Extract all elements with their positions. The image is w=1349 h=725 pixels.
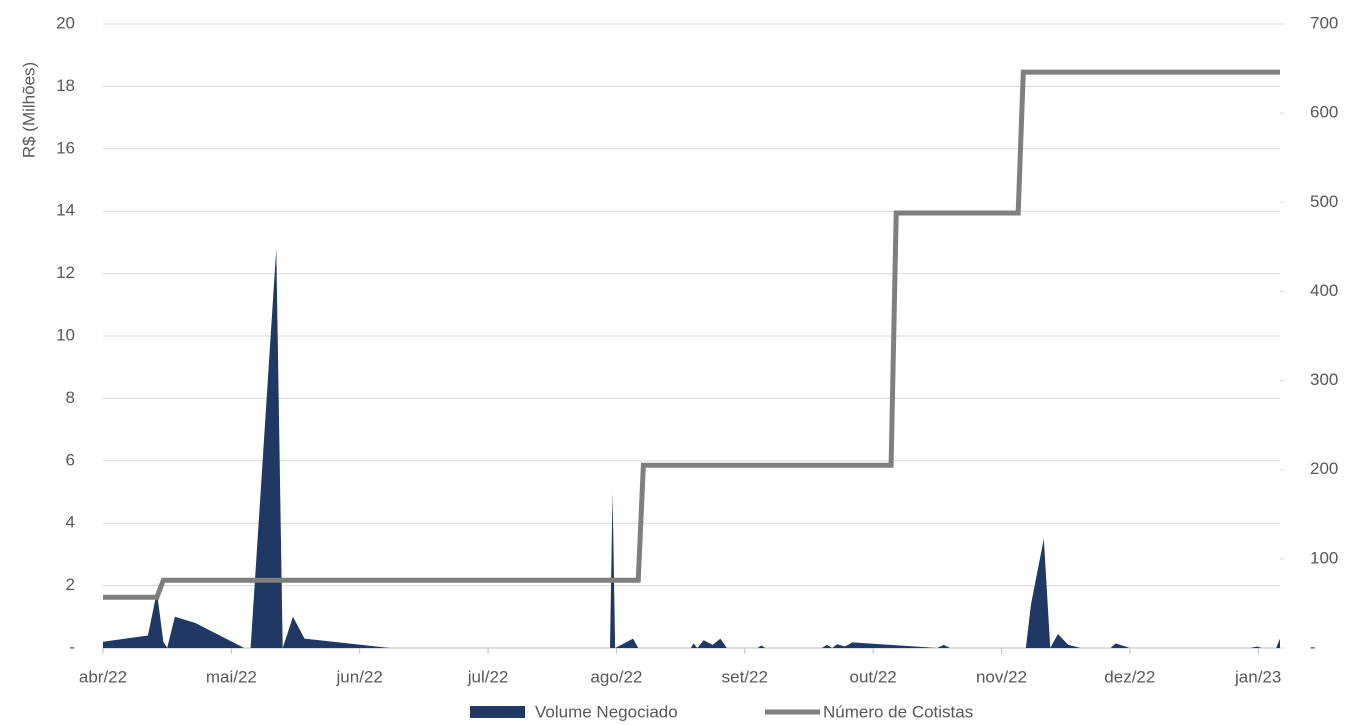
y2-tick-label: 500 <box>1310 192 1338 211</box>
x-tick-label: dez/22 <box>1104 667 1155 686</box>
x-tick-label: ago/22 <box>590 667 642 686</box>
y-tick-label: 20 <box>56 13 75 32</box>
y2-tick-label: 300 <box>1310 370 1338 389</box>
x-tick-label: out/22 <box>849 667 896 686</box>
y2-tick-label: 100 <box>1310 548 1338 567</box>
y2-tick-label: 600 <box>1310 103 1338 122</box>
x-tick-label: abr/22 <box>79 667 127 686</box>
y-tick-label: 14 <box>56 201 75 220</box>
x-tick-label: jan/23 <box>1234 667 1281 686</box>
x-tick-label: jun/22 <box>336 667 383 686</box>
y-tick-label: 8 <box>66 388 75 407</box>
y2-tick-label: - <box>1310 637 1316 656</box>
legend-label: Volume Negociado <box>535 702 678 721</box>
y-tick-label: - <box>69 637 75 656</box>
y-tick-label: 16 <box>56 138 75 157</box>
y-tick-label: 18 <box>56 76 75 95</box>
y2-tick-label: 400 <box>1310 281 1338 300</box>
y-tick-label: 2 <box>66 575 75 594</box>
y-tick-label: 10 <box>56 325 75 344</box>
x-tick-label: nov/22 <box>976 667 1027 686</box>
y-tick-label: 6 <box>66 450 75 469</box>
legend-swatch <box>470 706 525 718</box>
volume-area <box>103 248 1280 648</box>
x-tick-label: jul/22 <box>467 667 509 686</box>
y-tick-label: 12 <box>56 263 75 282</box>
legend-label: Número de Cotistas <box>823 702 973 721</box>
y2-tick-label: 200 <box>1310 459 1338 478</box>
cotistas-line <box>103 69 1280 600</box>
y-tick-label: 4 <box>66 513 75 532</box>
y2-tick-label: 700 <box>1310 13 1338 32</box>
x-tick-label: mai/22 <box>206 667 257 686</box>
y-axis-label: R$ (Milhões) <box>19 62 38 158</box>
x-tick-label: set/22 <box>722 667 768 686</box>
